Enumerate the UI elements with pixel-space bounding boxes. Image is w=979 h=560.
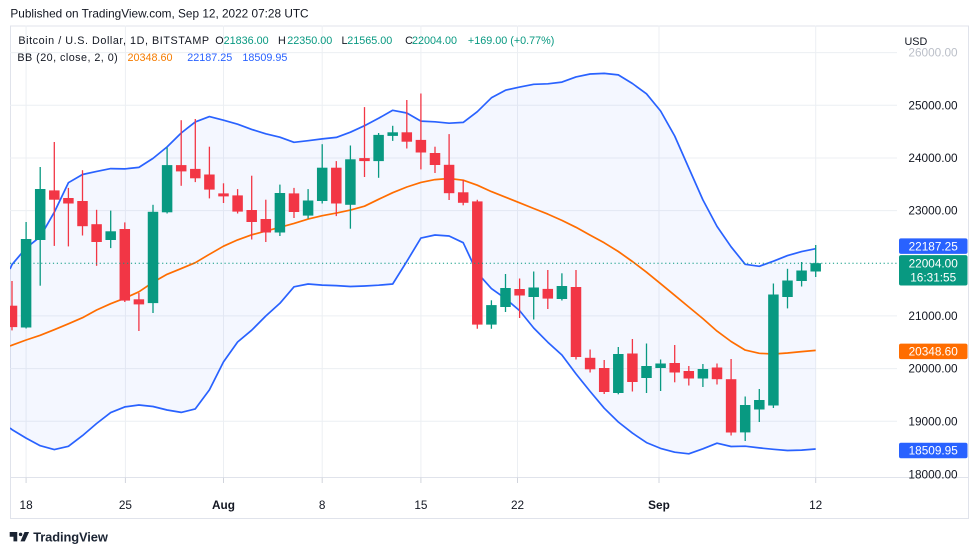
svg-text:22187.25: 22187.25 [909, 239, 959, 253]
svg-text:C: C [405, 35, 413, 47]
svg-text:22187.25: 22187.25 [187, 52, 232, 64]
svg-text:21565.00: 21565.00 [347, 35, 392, 47]
svg-text:18509.95: 18509.95 [909, 444, 959, 458]
svg-text:25: 25 [119, 498, 133, 512]
svg-text:18000.00: 18000.00 [908, 467, 958, 481]
svg-text:O: O [215, 35, 223, 47]
svg-text:22004.00: 22004.00 [909, 256, 959, 270]
svg-text:BB (20, close, 2, 0): BB (20, close, 2, 0) [17, 52, 118, 64]
svg-text:25000.00: 25000.00 [908, 98, 958, 112]
svg-text:18: 18 [20, 498, 34, 512]
svg-text:18509.95: 18509.95 [242, 52, 287, 64]
svg-text:22350.00: 22350.00 [287, 35, 332, 47]
svg-text:USD: USD [905, 36, 928, 48]
svg-text:+169.00 (+0.77%): +169.00 (+0.77%) [468, 35, 554, 47]
svg-text:21836.00: 21836.00 [224, 35, 269, 47]
svg-text:Bitcoin / U.S. Dollar, 1D, BIT: Bitcoin / U.S. Dollar, 1D, BITSTAMP [18, 35, 209, 47]
svg-text:L: L [342, 35, 348, 47]
svg-text:20000.00: 20000.00 [908, 362, 958, 376]
svg-text:20348.60: 20348.60 [909, 344, 959, 358]
svg-text:H: H [278, 35, 286, 47]
svg-text:21000.00: 21000.00 [908, 309, 958, 323]
svg-text:15: 15 [414, 498, 428, 512]
svg-text:19000.00: 19000.00 [908, 414, 958, 428]
svg-text:22004.00: 22004.00 [412, 35, 457, 47]
svg-text:Published on TradingView.com,: Published on TradingView.com, Sep 12, 20… [10, 6, 309, 20]
svg-text:20348.60: 20348.60 [128, 52, 173, 64]
svg-text:Aug: Aug [212, 498, 235, 512]
svg-text:12: 12 [809, 498, 822, 512]
svg-text:16:31:55: 16:31:55 [910, 271, 956, 285]
svg-text:TradingView: TradingView [33, 530, 109, 545]
svg-text:26000.00: 26000.00 [908, 46, 958, 60]
svg-text:22: 22 [511, 498, 524, 512]
svg-text:24000.00: 24000.00 [908, 151, 958, 165]
svg-text:23000.00: 23000.00 [908, 204, 958, 218]
svg-text:8: 8 [319, 498, 326, 512]
svg-text:Sep: Sep [648, 498, 670, 512]
